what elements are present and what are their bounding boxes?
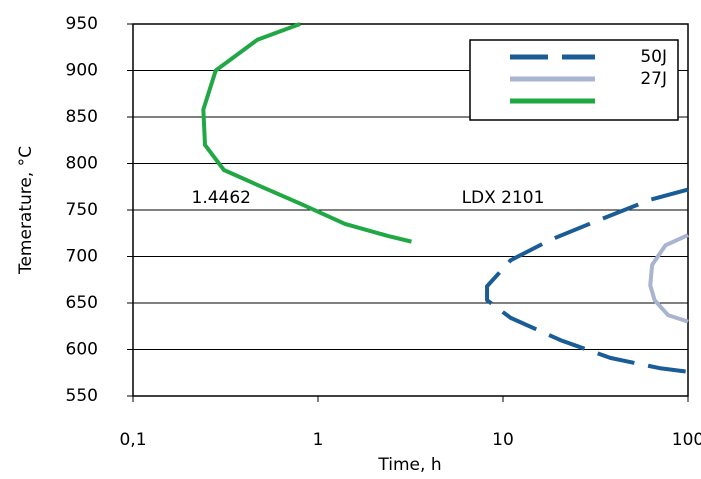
legend-label: 50J: [640, 47, 667, 67]
x-tick-label: 100: [672, 430, 701, 450]
y-axis-label: Temerature, °C: [16, 146, 36, 275]
annotation: 1.4462: [192, 188, 251, 208]
x-tick-label: 10: [492, 430, 514, 450]
y-tick-label: 850: [66, 107, 98, 127]
y-tick-label: 550: [66, 386, 98, 406]
annotation: LDX 2101: [462, 188, 545, 208]
legend-label: 27J: [640, 69, 667, 89]
y-tick-label: 750: [66, 200, 98, 220]
series-line: [485, 187, 689, 374]
y-tick-label: 900: [66, 61, 98, 81]
plot-frame: [132, 23, 689, 397]
series-line: [648, 233, 689, 324]
series-line: [201, 22, 412, 244]
y-tick-label: 700: [66, 247, 98, 267]
y-tick-label: 650: [66, 293, 98, 313]
x-tick-label: 1: [313, 430, 324, 450]
y-tick-label: 800: [66, 154, 98, 174]
x-axis-label: Time, h: [377, 455, 441, 475]
x-tick-label: 0,1: [119, 430, 146, 450]
y-tick-label: 600: [66, 340, 98, 360]
y-tick-label: 950: [66, 14, 98, 34]
